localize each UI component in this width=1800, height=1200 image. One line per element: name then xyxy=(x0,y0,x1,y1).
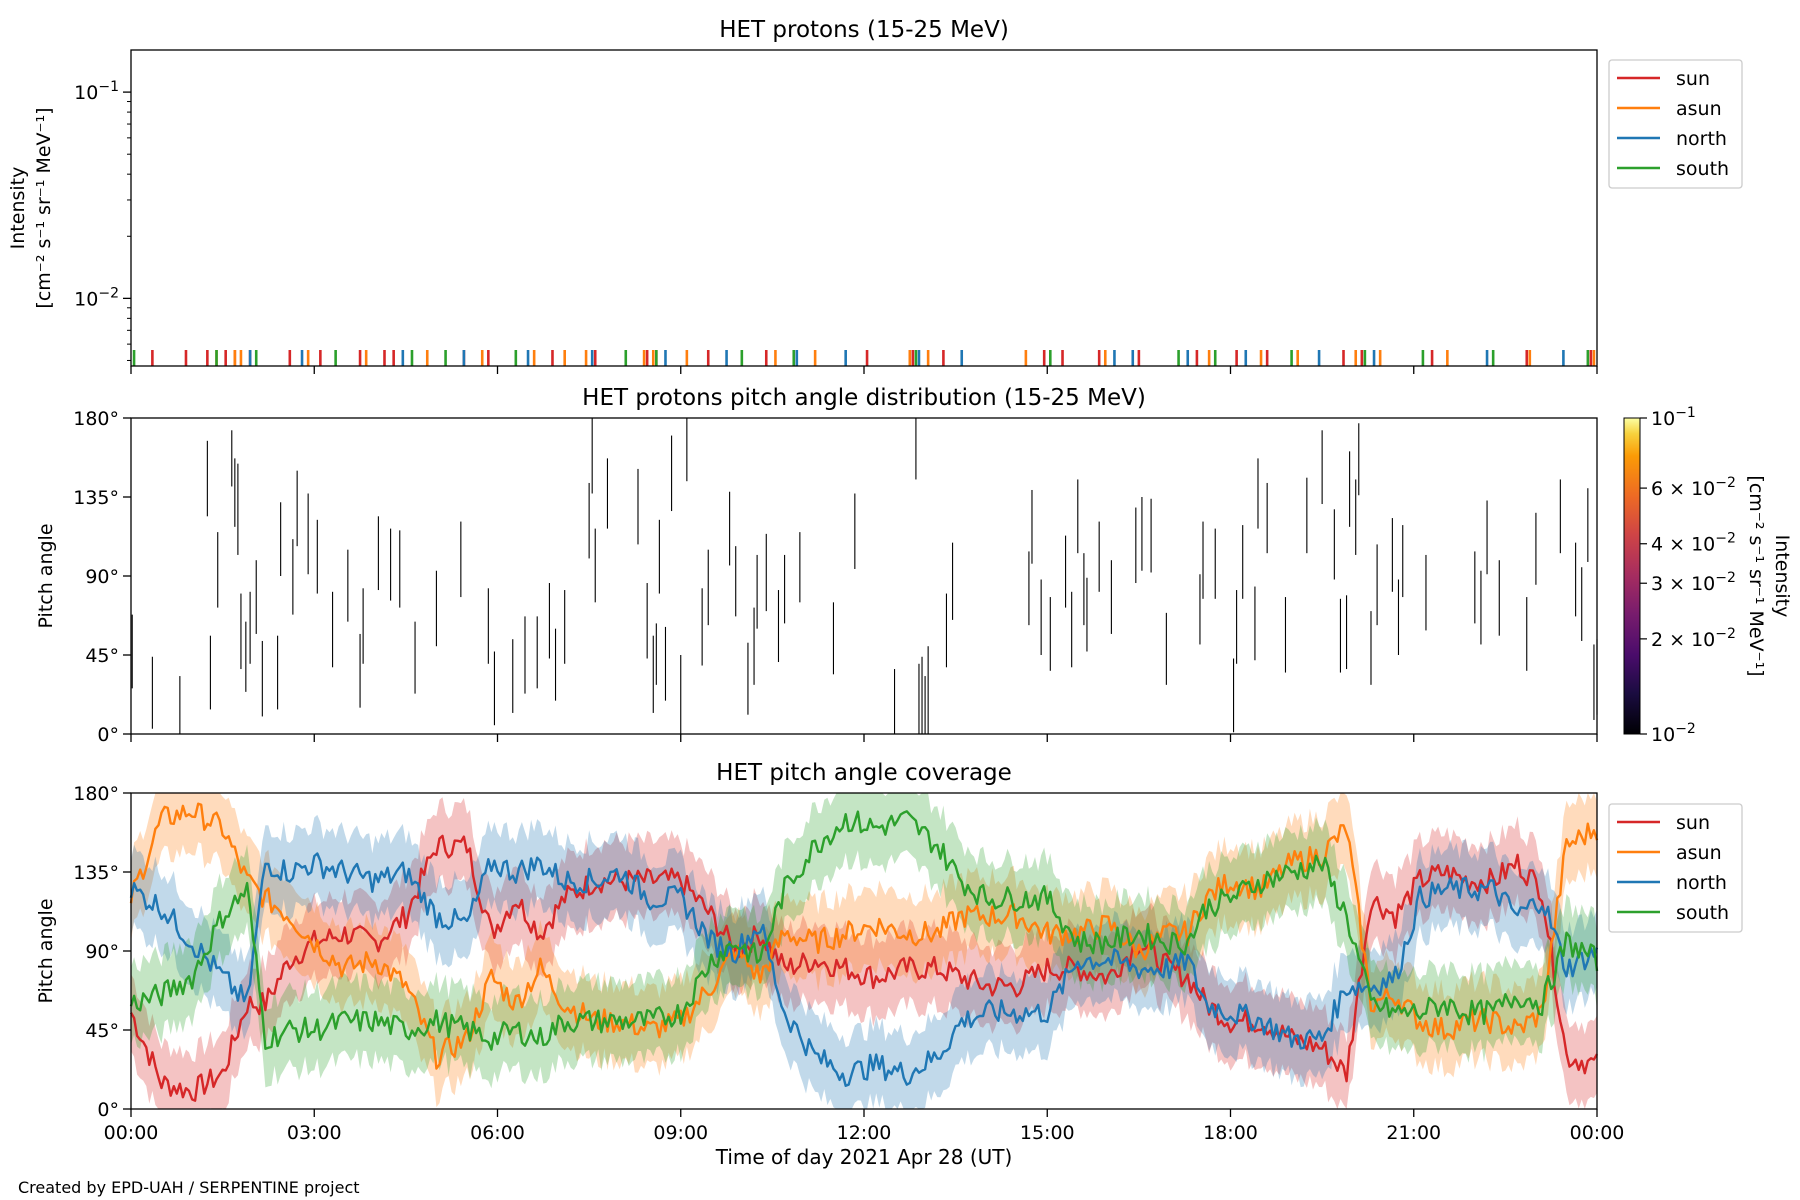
legend3-north-label: north xyxy=(1676,872,1727,894)
panel2-x-ticks xyxy=(130,734,1598,742)
p3-xtick-label-8: 00:00 xyxy=(1570,1122,1625,1144)
x-axis-label: Time of day 2021 Apr 28 (UT) xyxy=(715,1145,1013,1169)
p1-ytick-label-1: 10−2 xyxy=(74,285,119,310)
colorbar-label-line1: Intensity xyxy=(1771,535,1793,618)
p3-xtick-label-4: 12:00 xyxy=(837,1122,892,1144)
panel3-frame xyxy=(130,792,1598,1110)
panel-pitch-angle-coverage: HET pitch angle coverage 0° 45° 90° 135° 180… xyxy=(35,760,1743,1169)
p3-xtick-label-7: 21:00 xyxy=(1386,1122,1441,1144)
p3-xtick-label-6: 18:00 xyxy=(1203,1122,1258,1144)
panel3-legend-box xyxy=(1608,803,1743,933)
panel3-title: HET pitch angle coverage xyxy=(716,760,1012,786)
panel1-x-ticks xyxy=(130,366,1598,374)
line-asun xyxy=(129,802,1599,1070)
cb-tick-label-5: 10−2 xyxy=(1651,721,1696,746)
p3-xtick-label-1: 03:00 xyxy=(287,1122,342,1144)
panel1-title: HET protons (15-25 MeV) xyxy=(719,17,1009,43)
panel2-y-ticks: 0° 45° 90° 135° 180° xyxy=(73,408,131,746)
band-asun xyxy=(131,793,1597,1108)
legend1-north-label: north xyxy=(1676,128,1727,150)
panel3-x-ticks: 00:00 03:00 06:00 09:00 12:00 15:00 18:00 21:00… xyxy=(104,1109,1625,1144)
line-south xyxy=(129,810,1599,1051)
panel1-ylabel-line1: Intensity xyxy=(7,167,29,250)
colorbar-fill xyxy=(1623,417,1641,735)
p3-ytick-label-3: 135° xyxy=(73,862,119,884)
p3-xtick-label-3: 09:00 xyxy=(653,1122,708,1144)
p3-ytick-label-1: 45° xyxy=(85,1020,119,1042)
line-sun xyxy=(129,834,1599,1102)
panel1-spikes xyxy=(132,350,1596,366)
colorbar-label-line2: [cm⁻² s⁻¹ sr⁻¹ MeV⁻¹] xyxy=(1745,475,1767,676)
p2-ytick-label-1: 45° xyxy=(85,645,119,667)
p3-xtick-label-0: 00:00 xyxy=(104,1122,159,1144)
p3-xtick-label-2: 06:00 xyxy=(470,1122,525,1144)
p1-ytick-label-0: 10−1 xyxy=(74,79,119,104)
band-south xyxy=(131,793,1597,1089)
cb-tick-label-2: 4 × 10−2 xyxy=(1651,531,1736,556)
colorbar: 10−1 6 × 10−2 4 × 10−2 3 × 10−2 2 × 10−2 10−2… xyxy=(1623,405,1793,746)
legend3-south-label: south xyxy=(1676,902,1729,924)
panel1-y-ticks: 10−1 10−2 xyxy=(74,79,131,361)
panel3-legend: sun asun north south xyxy=(1608,803,1743,933)
p2-ytick-label-3: 135° xyxy=(73,487,119,509)
p3-ytick-label-0: 0° xyxy=(97,1099,119,1121)
legend1-sun-label: sun xyxy=(1676,68,1710,90)
legend1-south-label: south xyxy=(1676,158,1729,180)
band-north xyxy=(131,814,1597,1109)
legend3-asun-label: asun xyxy=(1676,842,1722,864)
cb-tick-label-0: 10−1 xyxy=(1651,405,1696,430)
panel3-y-ticks: 0° 45° 90° 135° 180° xyxy=(73,783,131,1121)
panel1-legend: sun asun north south xyxy=(1608,59,1743,189)
panel-pitch-angle-distribution: HET protons pitch angle distribution (15… xyxy=(35,385,1793,746)
legend3-sun-label: sun xyxy=(1676,812,1710,834)
panel2-title: HET protons pitch angle distribution (15… xyxy=(582,385,1146,411)
p2-ytick-label-2: 90° xyxy=(85,566,119,588)
p3-xtick-label-5: 15:00 xyxy=(1020,1122,1075,1144)
panel2-segments xyxy=(131,418,1598,734)
panel3-bands xyxy=(131,793,1597,1109)
p2-ytick-label-0: 0° xyxy=(97,724,119,746)
panel2-ylabel: Pitch angle xyxy=(35,523,57,628)
colorbar-ticks: 10−1 6 × 10−2 4 × 10−2 3 × 10−2 2 × 10−2 10−2 xyxy=(1640,405,1736,746)
cb-tick-label-3: 3 × 10−2 xyxy=(1651,570,1736,595)
p3-ytick-label-2: 90° xyxy=(85,941,119,963)
legend1-asun-label: asun xyxy=(1676,98,1722,120)
cb-tick-label-4: 2 × 10−2 xyxy=(1651,626,1736,651)
panel3-lines xyxy=(129,802,1599,1102)
panel-intensity: HET protons (15-25 MeV) 10−1 10−2 Intensi… xyxy=(7,17,1743,374)
panel2-frame xyxy=(130,417,1598,735)
p3-ytick-label-4: 180° xyxy=(73,783,119,805)
cb-tick-label-1: 6 × 10−2 xyxy=(1651,475,1736,500)
p2-ytick-label-4: 180° xyxy=(73,408,119,430)
panel1-frame xyxy=(130,49,1598,367)
footer-credit: Created by EPD-UAH / SERPENTINE project xyxy=(18,1178,360,1197)
panel3-ylabel: Pitch angle xyxy=(35,898,57,1003)
panel1-ylabel-line2: [cm⁻² s⁻¹ sr⁻¹ MeV⁻¹] xyxy=(33,107,55,308)
panel1-legend-box xyxy=(1608,59,1743,189)
line-north xyxy=(129,852,1599,1087)
